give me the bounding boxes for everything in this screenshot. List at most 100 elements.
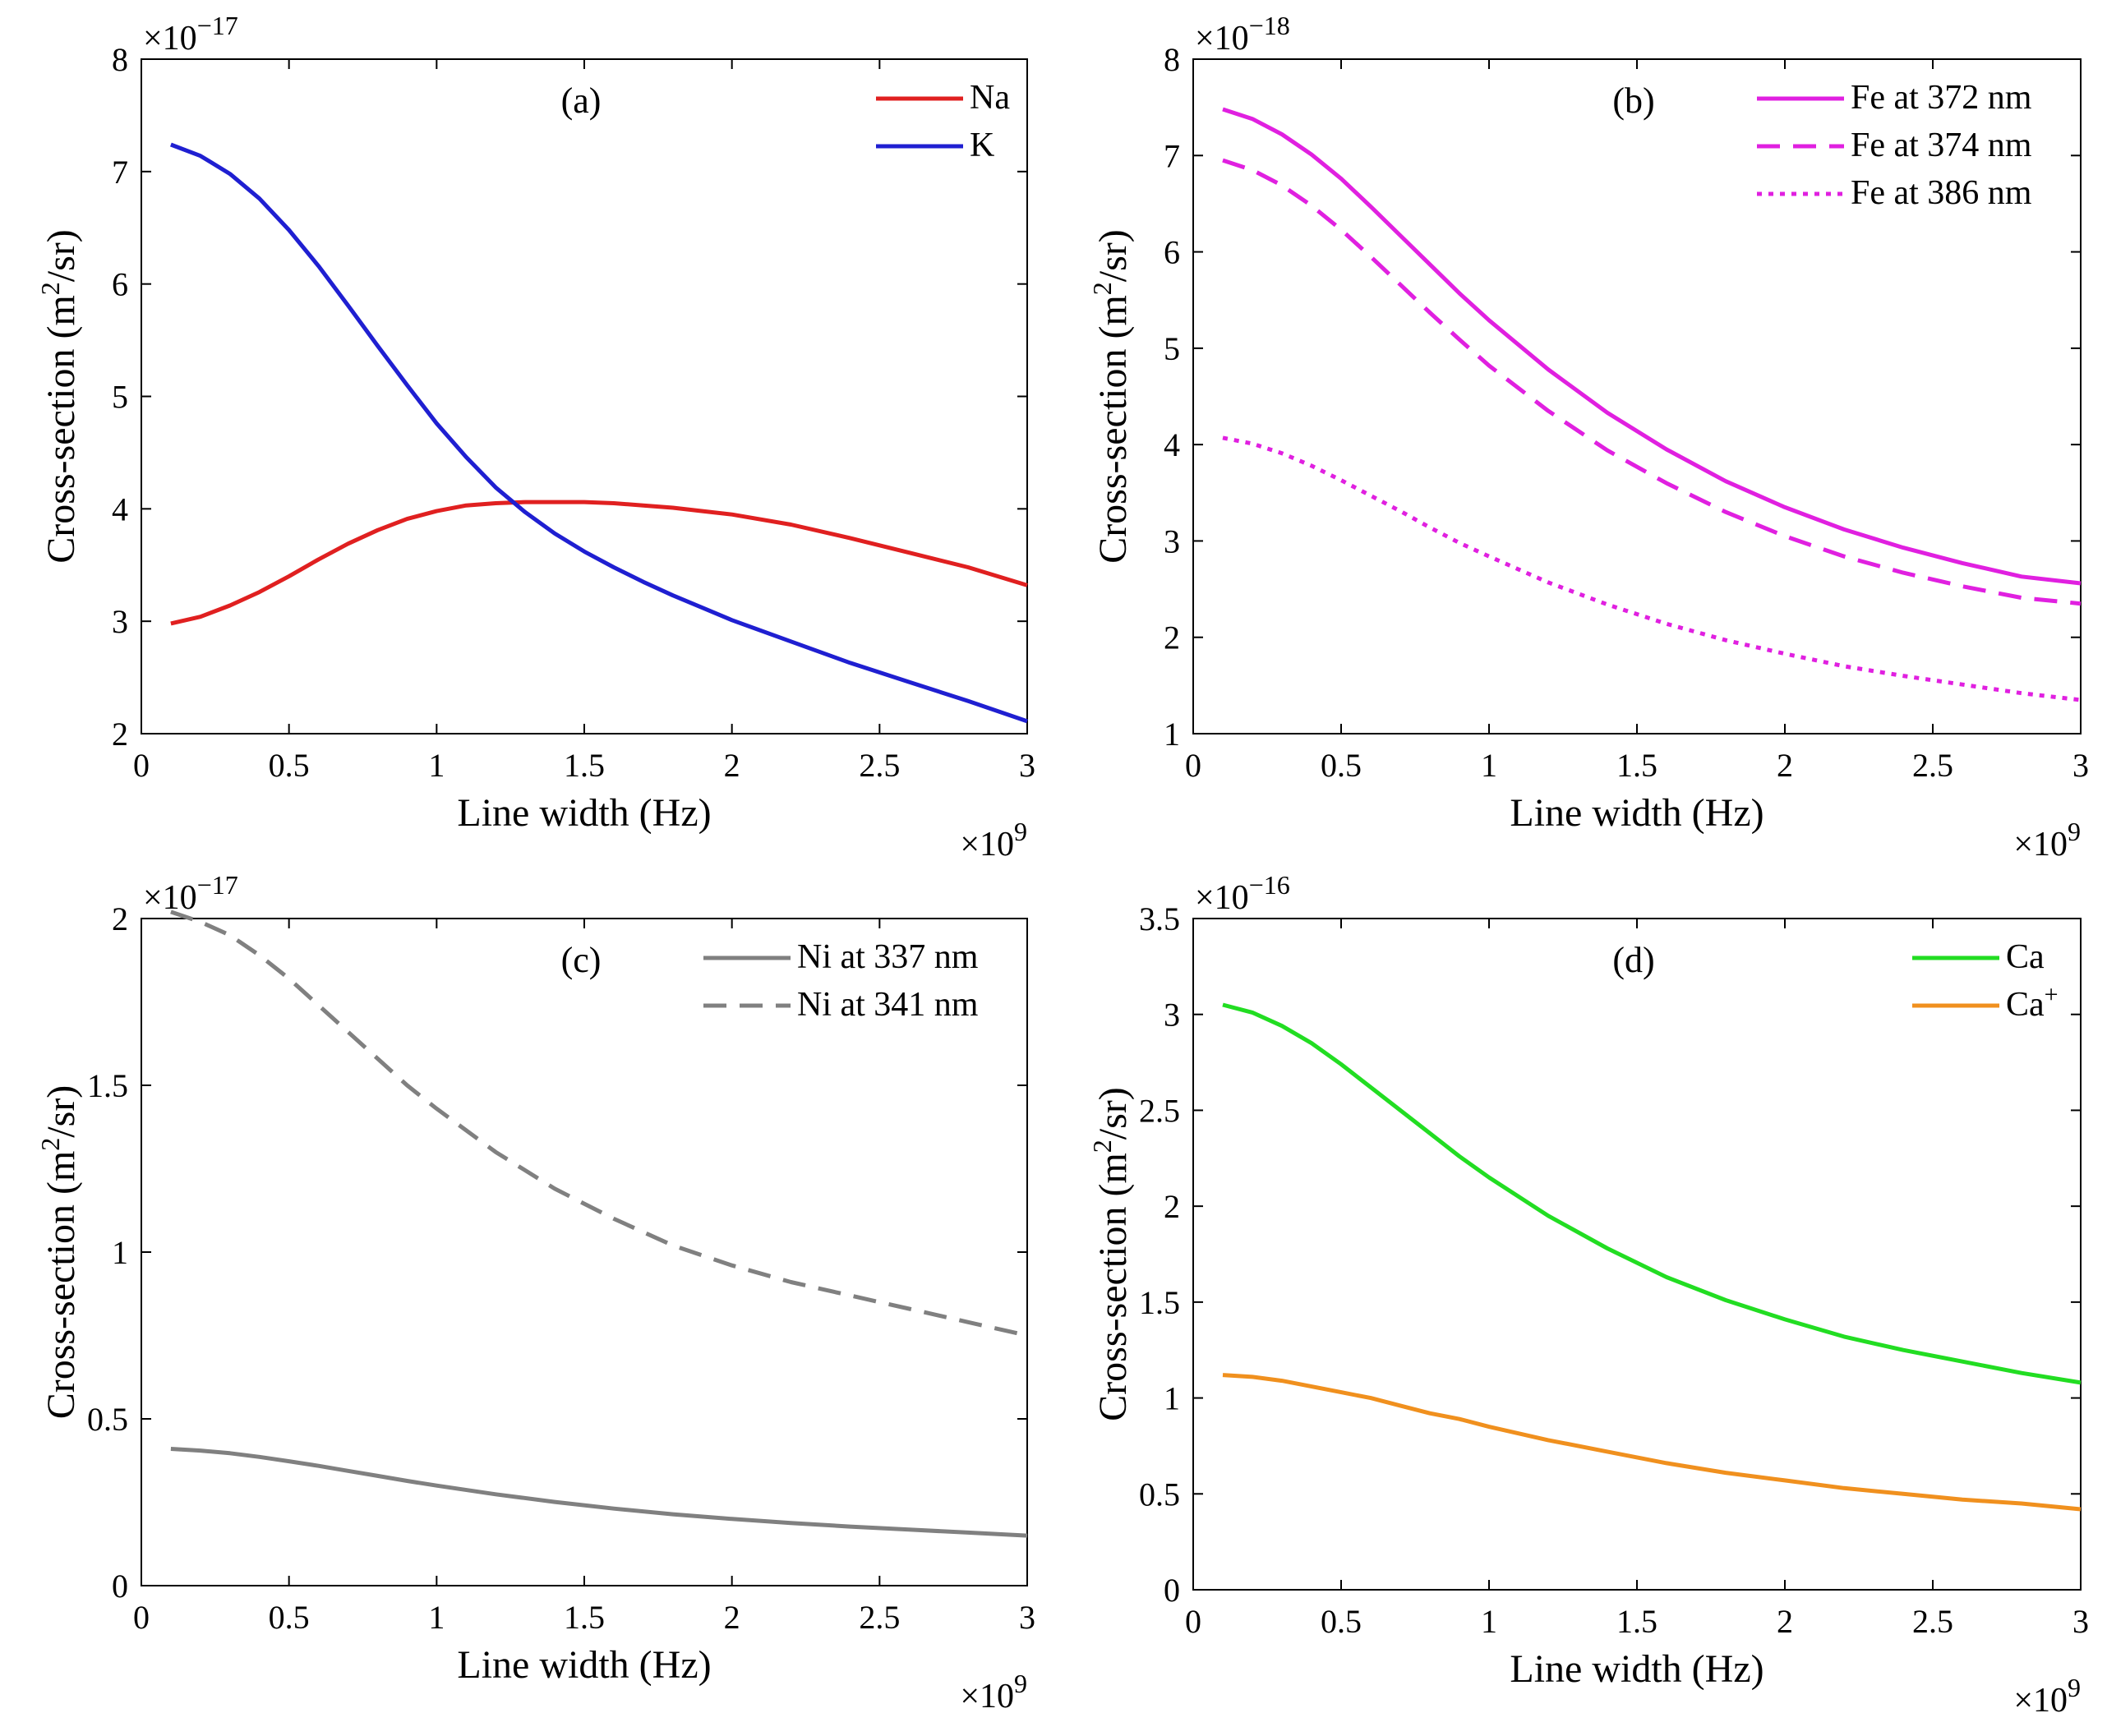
x-tick-label: 3	[1019, 747, 1035, 784]
x-axis-title: Line width (Hz)	[1510, 1647, 1764, 1691]
x-tick-label: 2.5	[859, 747, 900, 784]
x-tick-label: 1.5	[1616, 747, 1657, 784]
x-tick-label: 1	[1481, 1603, 1497, 1640]
x-tick-label: 3	[2072, 747, 2089, 784]
series-line-1	[1222, 158, 2082, 606]
x-tick-label: 0.5	[269, 747, 310, 784]
x-tick-label: 0.5	[269, 1599, 310, 1636]
series-line-0	[1222, 107, 2082, 586]
series-line-1	[1222, 1373, 2082, 1512]
panel-a: 0 0.5 1 1.5 2 2.5 3 2 3 4 5 6 7 8 Line width (Hz) Cross…	[35, 11, 1035, 863]
panel-label: (c)	[561, 940, 602, 980]
y-axis-title: Cross-section (m2/sr)	[1087, 229, 1135, 564]
y-tick-label: 5	[112, 379, 128, 416]
axes-frame	[141, 58, 1028, 734]
y-tick-label: 6	[1164, 234, 1180, 271]
x-axis-title: Line width (Hz)	[1510, 791, 1764, 835]
series-line-2	[1222, 435, 2082, 702]
y-tick-label: 4	[1164, 426, 1180, 463]
panel-label: (b)	[1612, 81, 1654, 121]
series-line-0	[1222, 1002, 2082, 1385]
x-axis-title: Line width (Hz)	[457, 1643, 711, 1687]
x-tick-label: 2.5	[859, 1599, 900, 1636]
y-tick-label: 6	[112, 266, 128, 303]
x-exponent-label: ×109	[960, 1669, 1027, 1715]
x-tick-label: 1.5	[564, 1599, 605, 1636]
x-tick-label: 1.5	[1616, 1603, 1657, 1640]
legend-label: Ca+	[2006, 981, 2059, 1025]
legend-label: Na	[970, 79, 1010, 117]
y-tick-label: 8	[1164, 41, 1180, 78]
y-tick-label: 4	[112, 490, 128, 527]
y-axis-title: Cross-section (m2/sr)	[35, 229, 83, 564]
y-tick-label: 2	[112, 900, 128, 937]
x-tick-label: 3	[1019, 1599, 1035, 1636]
panel-c: 0 0.5 1 1.5 2 2.5 3 0 0.5 1 1.5 2 Line width (Hz) Cro…	[35, 870, 1035, 1715]
x-tick-label: 0.5	[1321, 747, 1362, 784]
y-tick-label: 1	[1164, 716, 1180, 753]
axes-frame	[1192, 918, 2082, 1591]
x-tick-label: 2	[724, 1599, 740, 1636]
y-tick-label: 7	[112, 154, 128, 191]
y-axis-title: Cross-section (m2/sr)	[1087, 1087, 1135, 1421]
y-tick-label: 2	[112, 716, 128, 753]
y-tick-label: 7	[1164, 137, 1180, 174]
y-axis-title: Cross-section (m2/sr)	[35, 1085, 83, 1420]
y-tick-label: 1	[112, 1234, 128, 1271]
x-tick-label: 0	[1185, 747, 1201, 784]
y-exponent-label: ×10−17	[143, 870, 238, 917]
y-tick-label: 1.5	[87, 1067, 128, 1104]
y-tick-label: 2.5	[1139, 1092, 1180, 1129]
x-tick-label: 2.5	[1912, 747, 1953, 784]
y-tick-label: 0	[112, 1568, 128, 1605]
panel-label: (d)	[1612, 940, 1654, 980]
y-tick-label: 5	[1164, 330, 1180, 367]
y-tick-label: 1.5	[1139, 1284, 1180, 1321]
legend-label: Fe at 374 nm	[1851, 127, 2032, 164]
x-tick-label: 2	[1777, 1603, 1793, 1640]
x-exponent-label: ×109	[2013, 817, 2081, 863]
panel-label: (a)	[561, 81, 602, 121]
x-tick-label: 1	[1481, 747, 1497, 784]
x-tick-label: 1.5	[564, 747, 605, 784]
legend-label: Fe at 386 nm	[1851, 174, 2032, 212]
series-line-1	[170, 909, 1028, 1338]
panel-b: 0 0.5 1 1.5 2 2.5 3 1 2 3 4 5 6 7 8 Line width (Hz) Cros…	[1087, 11, 2089, 863]
x-tick-label: 0.5	[1321, 1603, 1362, 1640]
y-tick-label: 8	[112, 41, 128, 78]
y-tick-label: 2	[1164, 619, 1180, 656]
y-tick-label: 3.5	[1139, 900, 1180, 937]
y-tick-label: 0.5	[1139, 1476, 1180, 1513]
x-tick-label: 3	[2072, 1603, 2089, 1640]
legend-label: K	[970, 127, 994, 164]
x-axis-title: Line width (Hz)	[457, 791, 711, 835]
x-tick-label: 1	[428, 747, 445, 784]
x-tick-label: 2	[724, 747, 740, 784]
y-tick-label: 0.5	[87, 1401, 128, 1438]
y-tick-label: 3	[1164, 997, 1180, 1034]
y-tick-label: 0	[1164, 1572, 1180, 1609]
x-tick-label: 0	[133, 1599, 150, 1636]
x-tick-label: 2	[1777, 747, 1793, 784]
legend-label: Fe at 372 nm	[1851, 79, 2032, 117]
y-tick-label: 1	[1164, 1380, 1180, 1417]
y-tick-label: 3	[112, 603, 128, 640]
x-tick-label: 1	[428, 1599, 445, 1636]
legend: Na K	[876, 79, 1010, 164]
series-line-0	[170, 500, 1028, 626]
y-exponent-label: ×10−18	[1195, 11, 1290, 58]
panel-d: 0 0.5 1 1.5 2 2.5 3 0 0.5 1 1.5 2 2.5 3 3.5 Line width …	[1087, 870, 2089, 1720]
x-tick-label: 0	[133, 747, 150, 784]
series-line-0	[170, 1447, 1028, 1538]
y-tick-label: 3	[1164, 523, 1180, 559]
x-tick-label: 2.5	[1912, 1603, 1953, 1640]
y-tick-label: 2	[1164, 1188, 1180, 1225]
legend: Ni at 337 nm Ni at 341 nm	[703, 938, 979, 1024]
y-exponent-label: ×10−17	[143, 11, 238, 58]
legend: Ca Ca+	[1912, 938, 2059, 1024]
legend: Fe at 372 nm Fe at 374 nm Fe at 386 nm	[1757, 79, 2032, 212]
legend-label: Ni at 341 nm	[797, 986, 979, 1024]
x-exponent-label: ×109	[960, 817, 1027, 863]
series-line-1	[170, 142, 1028, 724]
